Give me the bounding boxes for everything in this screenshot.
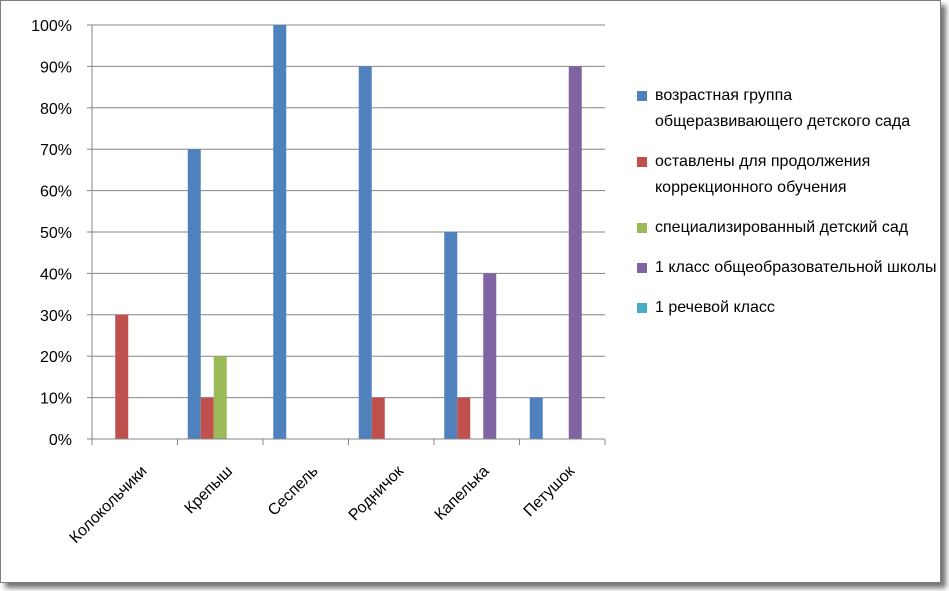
x-category-label: Сеспель xyxy=(265,463,322,520)
x-category-label: Петушок xyxy=(521,462,579,520)
legend-swatch xyxy=(637,223,647,233)
bar xyxy=(568,66,582,440)
gridlines xyxy=(92,24,605,440)
bars xyxy=(115,25,582,440)
legend-label: 1 речевой класс xyxy=(655,299,775,316)
bar xyxy=(457,397,471,439)
y-tick-label: 30% xyxy=(40,308,72,325)
x-category-label: Колокольчики xyxy=(67,463,151,547)
bar xyxy=(273,25,287,439)
y-tick-label: 90% xyxy=(40,59,72,76)
legend-item: 1 речевой класс xyxy=(637,295,937,321)
y-tick-label: 70% xyxy=(40,142,72,159)
axis-labels: 0% 10% 20% 30% 40% 50% 60% 70% 80% 90% 100% Колокол… xyxy=(31,18,579,547)
y-tick-label: 50% xyxy=(40,225,72,242)
y-tick-label: 60% xyxy=(40,184,72,201)
y-tick-label: 10% xyxy=(40,391,72,408)
bar xyxy=(200,397,214,439)
y-tick-label: 100% xyxy=(31,18,72,35)
legend-item: специализированный детский сад xyxy=(637,215,937,241)
legend-item: оставлены для продолжения коррекционного… xyxy=(637,149,937,201)
x-category-label: Крепыш xyxy=(182,463,237,518)
y-tick-label: 80% xyxy=(40,101,72,118)
x-category-label: Родничок xyxy=(346,462,408,524)
legend-label: оставлены для продолжения коррекционного… xyxy=(655,153,871,196)
bar xyxy=(483,273,497,439)
legend-item: 1 класс общеобразовательной школы xyxy=(637,255,937,281)
bar xyxy=(371,397,385,439)
bar xyxy=(444,232,458,439)
x-category-label: Капелька xyxy=(432,463,493,524)
legend: возрастная группа общеразвивающего детск… xyxy=(637,83,937,321)
legend-label: 1 класс общеобразовательной школы xyxy=(655,259,937,276)
chart-area: 0% 10% 20% 30% 40% 50% 60% 70% 80% 90% 100% Колокол… xyxy=(0,0,941,583)
y-tick-label: 20% xyxy=(40,349,72,366)
bar xyxy=(187,149,201,439)
legend-swatch xyxy=(637,263,647,273)
chart-svg: 0% 10% 20% 30% 40% 50% 60% 70% 80% 90% 100% Колокол… xyxy=(31,18,606,547)
legend-label: специализированный детский сад xyxy=(655,219,909,236)
y-tick-label: 0% xyxy=(49,432,72,449)
legend-label: возрастная группа общеразвивающего детск… xyxy=(655,87,911,130)
bar xyxy=(115,314,129,439)
axes xyxy=(87,24,606,445)
y-tick-label: 40% xyxy=(40,266,72,283)
legend-swatch xyxy=(637,157,647,167)
bar xyxy=(213,356,227,439)
legend-swatch xyxy=(637,303,647,313)
bar xyxy=(358,66,372,440)
bar xyxy=(529,397,543,439)
legend-swatch xyxy=(637,91,647,101)
legend-item: возрастная группа общеразвивающего детск… xyxy=(637,83,937,135)
